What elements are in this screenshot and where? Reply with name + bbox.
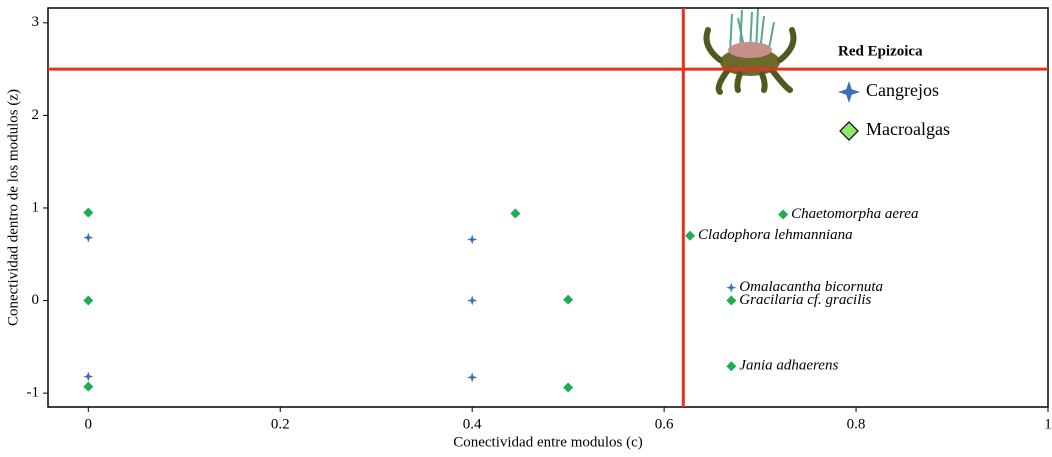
point — [83, 381, 94, 392]
point — [726, 361, 737, 372]
point — [778, 209, 789, 220]
legend-marker — [839, 121, 859, 141]
x-tick-label: 0.8 — [847, 416, 866, 432]
point — [563, 294, 574, 305]
y-tick-label: 2 — [32, 107, 40, 123]
y-axis-label: Conectividad dentro de los modulos (z) — [5, 89, 21, 326]
point — [83, 371, 94, 382]
point — [685, 230, 696, 241]
legend-label: Macroalgas — [866, 119, 950, 139]
x-tick-label: 1 — [1044, 416, 1052, 432]
crab-legs — [703, 27, 797, 95]
point — [83, 207, 94, 218]
point — [563, 382, 574, 393]
point — [467, 234, 478, 245]
point-label: Cladophora lehmanniana — [698, 227, 853, 243]
y-tick-label: 3 — [32, 14, 40, 30]
point-label: Omalacantha bicornuta — [739, 279, 883, 295]
crab-algae-base — [728, 42, 772, 58]
point — [726, 295, 737, 306]
crab-illustration — [703, 7, 797, 95]
point-label: Gracilaria cf. gracilis — [739, 292, 871, 308]
legend-title: Red Epizoica — [838, 43, 923, 59]
x-axis-label: Conectividad entre modulos (c) — [453, 434, 643, 450]
point — [83, 295, 94, 306]
point-label: Jania adhaerens — [739, 358, 838, 374]
y-tick-label: 1 — [32, 199, 40, 215]
x-tick-label: 0.6 — [655, 416, 674, 432]
x-tick-label: 0.2 — [271, 416, 290, 432]
point-label: Chaetomorpha aerea — [791, 206, 918, 222]
x-tick-label: 0 — [85, 416, 93, 432]
crab-algae — [729, 7, 775, 55]
y-tick-label: 0 — [32, 292, 40, 308]
point — [83, 232, 94, 243]
point — [510, 208, 521, 219]
legend-label: Cangrejos — [866, 80, 939, 100]
x-tick-label: 0.4 — [463, 416, 482, 432]
point — [726, 282, 737, 293]
legend-marker — [838, 81, 860, 103]
point — [467, 295, 478, 306]
y-tick-label: -1 — [27, 385, 40, 401]
point — [467, 372, 478, 383]
